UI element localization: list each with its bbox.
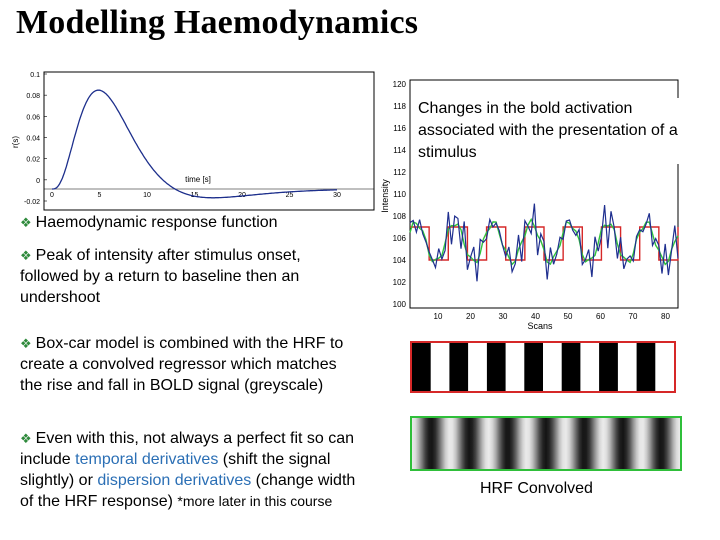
boxcar-regressor-image: [410, 341, 676, 393]
bold-ytick-label: 104: [393, 256, 407, 265]
hrf-ytick-label: 0.06: [26, 114, 40, 121]
bold-ytick-label: 100: [393, 300, 407, 309]
bold-caption: Changes in the bold activation associate…: [418, 98, 688, 164]
bold-yticks: 120 118 116 114 112 110 108 106 104 102 100: [393, 80, 407, 309]
page-title: Modelling Haemodynamics: [16, 4, 419, 41]
hrf-ytick-label: 0.02: [26, 157, 40, 164]
hrf-ytick-label: -0.02: [24, 199, 40, 206]
boxcar-model-line: [410, 226, 679, 261]
hrf-ytick-label: 0: [36, 178, 40, 185]
hrf-convolved-regressor-image: [410, 416, 682, 471]
bold-xtick-label: 10: [434, 312, 443, 321]
bullet-derivatives: ❖ Even with this, not always a perfect fi…: [20, 430, 356, 510]
bold-ytick-label: 118: [393, 102, 406, 111]
hrf-ytick-label: 0.04: [26, 136, 40, 143]
diamond-bullet-icon: ❖: [20, 248, 32, 263]
bold-ytick-label: 114: [393, 146, 406, 155]
fitted-regressor-line: [409, 217, 679, 266]
diamond-bullet-icon: ❖: [20, 431, 32, 446]
bold-xtick-label: 30: [499, 312, 508, 321]
hrf-xtick-label: 5: [98, 192, 102, 199]
bold-ytick-label: 102: [393, 278, 407, 287]
hrf-ytick-label: 0.1: [30, 72, 40, 79]
hrf-ylabel: r(s): [11, 136, 20, 148]
hrf-xtick-label: 25: [286, 192, 294, 199]
bold-ylabel: Intensity: [380, 179, 390, 213]
diamond-bullet-icon: ❖: [20, 215, 32, 230]
bullet-hrf: ❖ Haemodynamic response function: [20, 214, 278, 231]
hrf-xlabel: time [s]: [185, 175, 211, 184]
hrf-plot: r(s) 0.10.080.060.040.020-0.02 0 5 10 15 20 2…: [11, 71, 375, 211]
bold-ytick-label: 120: [393, 80, 407, 89]
bold-ytick-label: 106: [393, 234, 407, 243]
hrf-yticks: 0.1 0.08 0.06 0.04 0.02 0 -0.02: [24, 72, 47, 206]
bold-xtick-label: 40: [531, 312, 540, 321]
bold-ytick-label: 110: [393, 190, 406, 199]
hrf-xtick-label: 10: [143, 192, 151, 199]
hrf-xtick-label: 30: [333, 192, 341, 199]
bold-ytick-label: 116: [393, 124, 406, 133]
bold-xlabel: Scans: [527, 321, 553, 330]
hrf-xtick-label: 15: [191, 192, 199, 199]
bold-ytick-label: 108: [393, 212, 407, 221]
hrf-xtick-label: 0: [50, 192, 54, 199]
bold-xtick-label: 80: [661, 312, 670, 321]
temporal-derivatives-text: temporal derivatives: [75, 451, 219, 468]
bullet-peak: ❖ Peak of intensity after stimulus onset,…: [20, 247, 301, 306]
dispersion-derivatives-text: dispersion derivatives: [97, 472, 252, 489]
bold-xtick-label: 70: [629, 312, 638, 321]
bold-xtick-label: 60: [596, 312, 605, 321]
hrf-curve: [52, 89, 337, 199]
diamond-bullet-icon: ❖: [20, 336, 32, 351]
bullet-boxcar: ❖ Box-car model is combined with the HRF …: [20, 335, 344, 394]
bold-xtick-label: 50: [564, 312, 573, 321]
bold-xticks: 10 20 30 40 50 60 70 80: [434, 312, 671, 321]
hrf-convolved-label: HRF Convolved: [480, 480, 593, 497]
bold-xtick-label: 20: [466, 312, 475, 321]
hrf-ytick-label: 0.08: [26, 93, 40, 100]
bold-data-line: [409, 203, 679, 282]
bold-ytick-label: 112: [393, 168, 406, 177]
